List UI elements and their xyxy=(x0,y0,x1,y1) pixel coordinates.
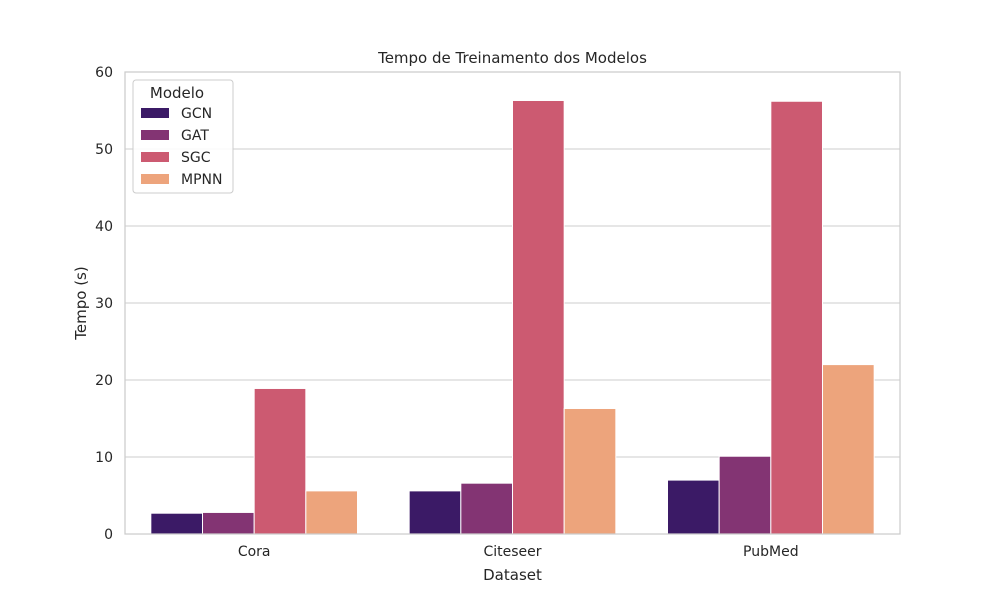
bar-gat-citeseer xyxy=(460,482,514,535)
y-tick-labels: 0 10 20 30 40 50 60 xyxy=(95,65,113,543)
y-tick-label: 40 xyxy=(95,219,113,235)
x-tick-label: Cora xyxy=(238,544,271,560)
bar-mpnn-pubmed xyxy=(822,364,875,535)
y-tick-label: 50 xyxy=(95,142,113,158)
bar-mpnn-cora xyxy=(305,490,359,535)
bar-gat-pubmed xyxy=(718,455,772,535)
x-tick-label: PubMed xyxy=(743,544,799,560)
plot-frame xyxy=(124,71,901,535)
chart-title: Tempo de Treinamento dos Modelos xyxy=(377,49,647,67)
legend-swatch-sgc xyxy=(141,152,169,162)
y-tick-label: 30 xyxy=(95,296,113,312)
legend-label-sgc: SGC xyxy=(181,150,211,166)
legend: Modelo GCN GAT SGC MPNN xyxy=(132,79,234,194)
x-axis-label: Dataset xyxy=(483,566,542,584)
legend-swatch-gcn xyxy=(141,108,169,118)
y-tick-label: 0 xyxy=(104,527,113,543)
x-tick-labels: Cora Citeseer PubMed xyxy=(238,544,799,560)
bar-gat-cora xyxy=(202,511,255,535)
legend-title: Modelo xyxy=(150,84,204,102)
bar-sgc-cora xyxy=(253,387,307,535)
legend-label-gat: GAT xyxy=(181,128,209,144)
legend-label-gcn: GCN xyxy=(181,106,212,122)
y-tick-label: 60 xyxy=(95,65,113,81)
bar-gcn-citeseer xyxy=(408,490,462,535)
bar-mpnn-citeseer xyxy=(563,407,617,535)
legend-label-mpnn: MPNN xyxy=(181,172,222,188)
x-tick-label: Citeseer xyxy=(483,544,541,560)
bar-sgc-citeseer xyxy=(512,99,565,535)
legend-swatch-gat xyxy=(141,130,169,140)
bar-gcn-pubmed xyxy=(667,479,720,535)
bar-gcn-cora xyxy=(150,512,203,535)
legend-swatch-mpnn xyxy=(141,174,169,184)
bars xyxy=(150,99,875,535)
y-tick-label: 10 xyxy=(95,450,113,466)
bar-sgc-pubmed xyxy=(770,100,823,535)
y-tick-label: 20 xyxy=(95,373,113,389)
y-axis-label: Tempo (s) xyxy=(72,266,90,340)
